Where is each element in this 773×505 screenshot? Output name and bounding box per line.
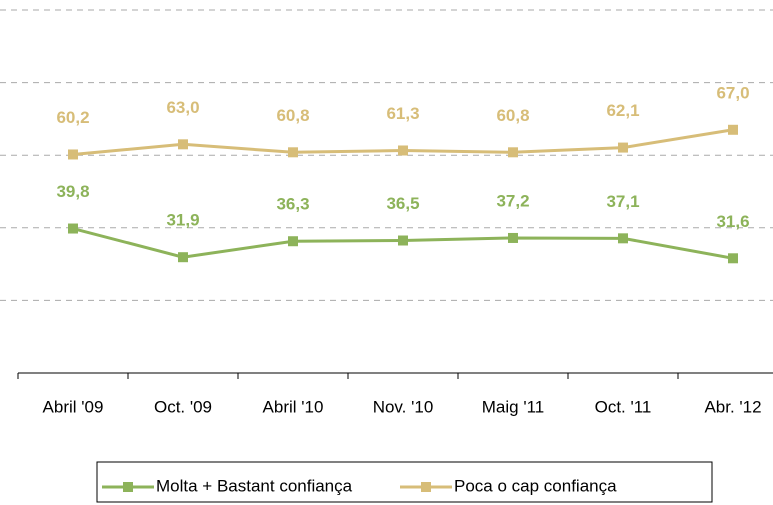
marker: [618, 142, 628, 153]
x-tick-label: Abril '09: [43, 397, 104, 416]
data-label: 36,3: [276, 195, 309, 214]
data-label: 67,0: [716, 83, 749, 102]
marker: [508, 232, 518, 243]
marker: [68, 223, 78, 234]
marker: [728, 124, 738, 135]
marker: [68, 149, 78, 160]
data-label: 31,6: [716, 212, 749, 231]
marker: [508, 147, 518, 158]
legend-box: [96, 461, 713, 503]
x-tick-label: Maig '11: [482, 397, 544, 416]
legend-marker: [421, 482, 431, 492]
data-label: 39,8: [56, 182, 89, 201]
data-label: 31,9: [166, 211, 199, 230]
x-tick-label: Abr. '12: [704, 397, 761, 416]
marker: [398, 145, 408, 156]
x-tick-label: Oct. '11: [595, 397, 652, 416]
data-label: 36,5: [386, 194, 419, 213]
x-tick-label: Abril '10: [263, 397, 324, 416]
marker: [178, 139, 188, 150]
data-label: 37,2: [496, 191, 529, 210]
data-label: 61,3: [386, 104, 419, 123]
data-label: 60,8: [276, 106, 309, 125]
data-label: 62,1: [606, 101, 639, 120]
data-label: 60,2: [56, 108, 89, 127]
data-label: 60,8: [496, 106, 529, 125]
legend-marker: [123, 482, 133, 492]
legend-label: Molta + Bastant confiança: [156, 476, 353, 495]
marker: [288, 236, 298, 247]
x-tick-label: Nov. '10: [373, 397, 434, 416]
x-tick-label: Oct. '09: [154, 397, 212, 416]
legend-label: Poca o cap confiança: [454, 476, 617, 495]
marker: [288, 147, 298, 158]
marker: [728, 253, 738, 264]
marker: [618, 233, 628, 244]
marker: [398, 235, 408, 246]
data-label: 37,1: [606, 192, 639, 211]
data-label: 63,0: [166, 98, 199, 117]
marker: [178, 252, 188, 263]
